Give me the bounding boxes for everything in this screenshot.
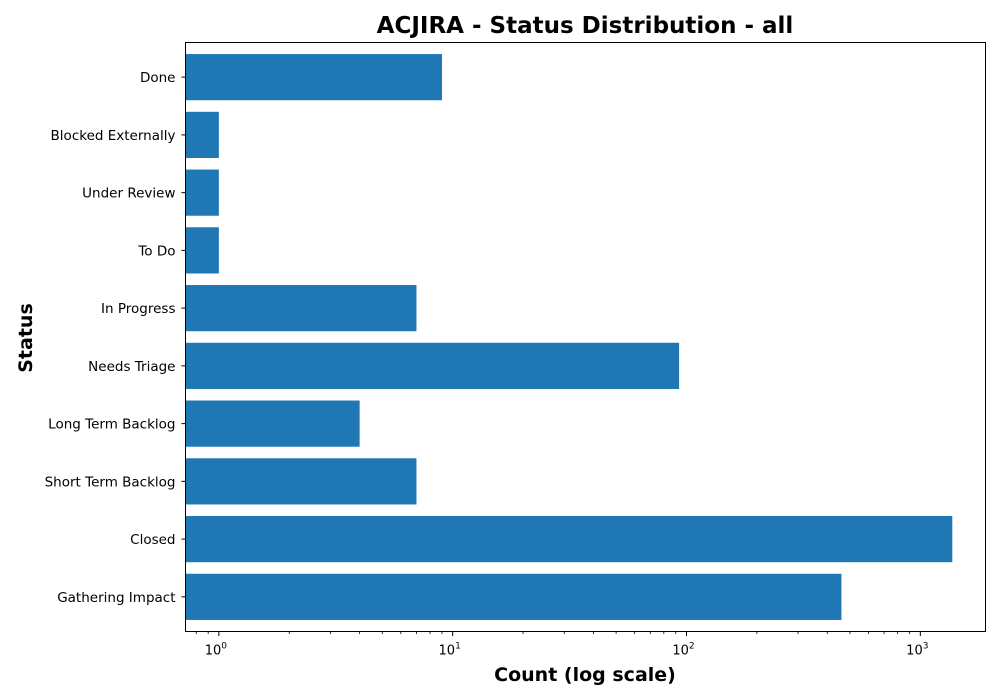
y-tick-label: Blocked Externally	[51, 128, 176, 144]
bar-closed	[185, 516, 953, 563]
x-tick-label: 102	[672, 642, 694, 659]
bar-under-review	[185, 169, 219, 216]
y-tick-label: Under Review	[82, 186, 175, 202]
bar-done	[185, 54, 442, 101]
bars-layer	[185, 54, 953, 620]
x-tick-label: 100	[205, 642, 228, 659]
y-tick-label: To Do	[137, 243, 175, 259]
y-tick-label: Needs Triage	[88, 359, 175, 375]
bar-in-progress	[185, 285, 417, 332]
y-axis-label: Status	[15, 303, 37, 373]
x-tick-label: 101	[439, 642, 461, 659]
y-tick-label: Long Term Backlog	[48, 417, 175, 433]
y-tick-label: Gathering Impact	[57, 590, 175, 606]
x-axis-label: Count (log scale)	[494, 664, 676, 686]
bar-blocked-externally	[185, 111, 219, 158]
bar-short-term-backlog	[185, 458, 417, 505]
y-tick-label: Short Term Backlog	[45, 474, 176, 490]
plot-frame	[185, 42, 986, 632]
y-tick-label: Closed	[130, 532, 175, 548]
x-axis-ticks: 100 101 102 103	[195, 631, 928, 659]
x-tick-label: 103	[906, 642, 928, 659]
chart-title: ACJIRA - Status Distribution - all	[377, 13, 794, 39]
bar-needs-triage	[185, 342, 680, 389]
y-tick-label: Done	[140, 70, 176, 86]
bar-to-do	[185, 227, 219, 274]
y-axis-ticks: Gathering Impact Closed Short Term Backlog…	[45, 70, 186, 606]
bar-long-term-backlog	[185, 400, 360, 447]
bar-gathering-impact	[185, 573, 842, 620]
y-tick-label: In Progress	[101, 301, 175, 317]
